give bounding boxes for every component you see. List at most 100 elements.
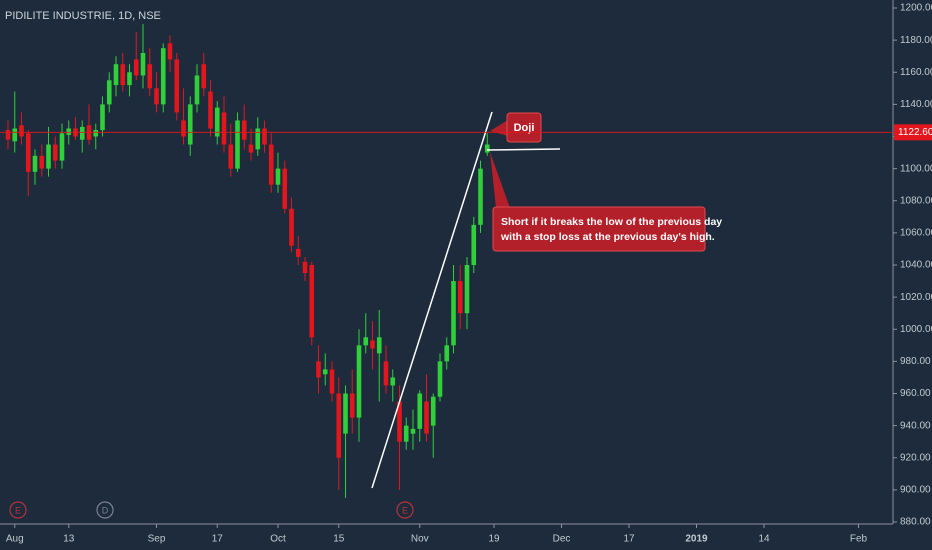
candle-body [106, 80, 112, 105]
x-tick-label: Dec [553, 534, 571, 545]
y-tick-label: 1140.00 [900, 99, 932, 110]
x-tick-label: Nov [411, 534, 429, 545]
candle-body [52, 144, 58, 161]
y-tick-label: 1200.00 [900, 3, 932, 14]
candle-body [424, 401, 429, 434]
candle-body [383, 361, 389, 386]
event-marker [9, 501, 27, 519]
candle-body [32, 155, 38, 172]
x-tick-label: 19 [488, 534, 500, 545]
candle-body [289, 208, 294, 246]
callout-box [506, 112, 542, 143]
candle-body [133, 59, 139, 76]
candle-body [322, 369, 328, 375]
candle-body [437, 361, 443, 397]
candle-body [248, 144, 254, 153]
candle-body [93, 130, 99, 137]
candle-body [201, 64, 207, 89]
x-tick-label: 15 [333, 534, 345, 545]
x-tick-label: 13 [63, 534, 75, 545]
candle-body [235, 120, 240, 169]
y-tick-label: 940.00 [900, 420, 931, 431]
candle-body [295, 248, 301, 257]
candle-body [464, 265, 470, 314]
plot [5, 24, 490, 498]
candle-body [12, 128, 18, 142]
chart-title: PIDILITE INDUSTRIE, 1D, NSE [5, 10, 161, 22]
candle-body [208, 91, 213, 129]
candle-body [228, 144, 234, 169]
candle-body [181, 120, 186, 137]
x-tick-label: 17 [212, 534, 224, 545]
y-tick-label: 1100.00 [900, 163, 932, 174]
candle-body [120, 64, 126, 86]
candle-body [100, 104, 105, 131]
x-tick-label: 17 [623, 534, 635, 545]
candle-body [154, 88, 159, 105]
y-tick-label: 1060.00 [900, 228, 932, 239]
candle-body [370, 340, 375, 349]
candle-body [275, 168, 281, 185]
candle-body [221, 112, 227, 145]
y-tick-label: 980.00 [900, 356, 931, 367]
trend-line [371, 111, 493, 489]
y-tick-label: 880.00 [900, 517, 931, 528]
candle-body [19, 125, 24, 137]
candle-body [46, 144, 51, 169]
candle-body [390, 377, 396, 386]
x-tick-label: Sep [148, 534, 166, 545]
candle-body [113, 64, 119, 86]
candle-body [417, 393, 423, 429]
callout-box [492, 206, 706, 252]
candle-body [262, 128, 267, 145]
annotation: Short if it breaks the low of the previo… [501, 216, 722, 228]
candle-body [302, 261, 308, 274]
candle-body [329, 369, 335, 394]
candle-body [255, 128, 261, 150]
candle-body [214, 107, 220, 137]
event-label: E [15, 505, 21, 515]
y-tick-label: 960.00 [900, 388, 931, 399]
y-tick-label: 1080.00 [900, 195, 932, 206]
x-tick-label: Aug [6, 534, 24, 545]
candle-body [241, 120, 247, 140]
event-marker [96, 501, 114, 519]
candle-body [194, 75, 200, 105]
annotation: Doji [514, 122, 535, 134]
candle-body [471, 224, 477, 265]
annotation: with a stop loss at the previous day's h… [500, 231, 715, 243]
price-label-box [894, 124, 932, 141]
candle-body [5, 130, 11, 140]
y-tick-label: 1020.00 [900, 292, 932, 303]
candle-body [59, 133, 65, 161]
candle-body [127, 72, 132, 86]
candle-body [457, 281, 463, 314]
event-label: D [102, 505, 109, 515]
candle-body [66, 128, 72, 135]
candle-body [403, 425, 409, 442]
y-tick-label: 1160.00 [900, 67, 932, 78]
candle-body [79, 126, 85, 140]
price-label: 1122.60 [898, 127, 932, 138]
candle-body [282, 168, 288, 209]
y-tick-label: 900.00 [900, 485, 931, 496]
candle-body [39, 155, 45, 169]
support-line [486, 148, 561, 151]
candle-body [356, 345, 362, 418]
candle-body [316, 361, 321, 378]
candle-body [410, 428, 416, 434]
candle-body [444, 345, 450, 362]
candle-body [309, 265, 315, 338]
candle-body [268, 144, 274, 185]
candle-body [484, 144, 490, 153]
candle-body [174, 59, 180, 113]
candle-body [25, 133, 31, 172]
candle-body [160, 48, 166, 105]
y-tick-label: 920.00 [900, 452, 931, 463]
y-tick-label: 1180.00 [900, 35, 932, 46]
candle-body [430, 396, 436, 426]
x-tick-label: 2019 [685, 534, 708, 545]
candle-body [363, 337, 369, 346]
candle-body [349, 393, 355, 418]
